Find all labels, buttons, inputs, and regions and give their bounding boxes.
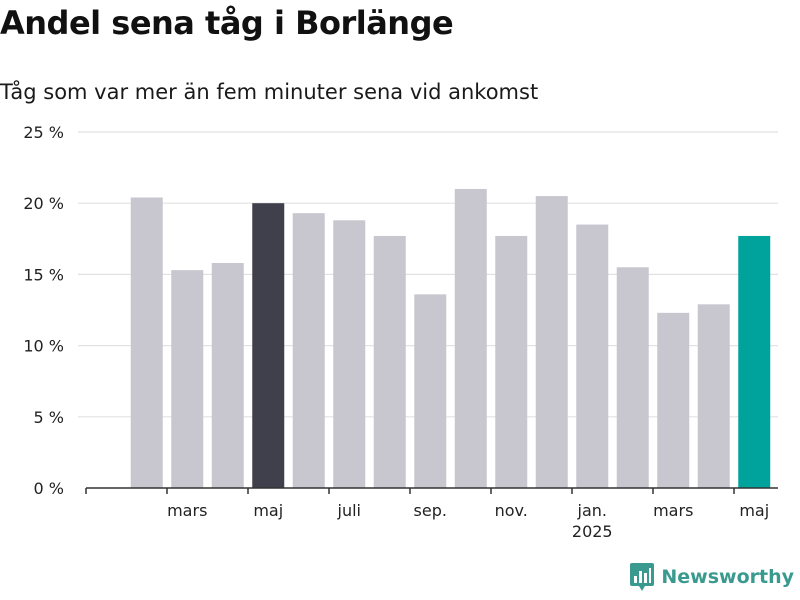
bar: [738, 235, 771, 488]
y-tick-label: 20 %: [23, 194, 64, 213]
x-tick-label: maj: [253, 501, 283, 520]
x-tick-label: maj: [739, 501, 769, 520]
x-tick-label: jan.: [577, 501, 607, 520]
bar: [414, 294, 447, 488]
newsworthy-logo: Newsworthy: [629, 562, 794, 592]
x-tick-label: juli: [337, 501, 361, 520]
bar: [211, 263, 244, 488]
y-tick-label: 0 %: [34, 479, 64, 498]
y-tick-label: 15 %: [23, 265, 64, 284]
bar: [130, 197, 163, 488]
y-tick-label: 25 %: [23, 123, 64, 142]
bar: [495, 235, 528, 488]
bar: [292, 213, 325, 488]
bar: [616, 267, 649, 488]
x-tick-label: mars: [653, 501, 693, 520]
bar: [454, 188, 487, 488]
chart-subtitle: Tåg som var mer än fem minuter sena vid …: [0, 80, 539, 104]
bar: [657, 312, 690, 488]
bar: [697, 304, 730, 488]
bar: [576, 224, 609, 488]
x-tick-sublabel: 2025: [572, 522, 613, 541]
newsworthy-logo-text: Newsworthy: [661, 566, 794, 588]
bar: [171, 270, 204, 488]
y-tick-label: 10 %: [23, 337, 64, 356]
x-tick-label: nov.: [495, 501, 528, 520]
bar: [252, 203, 285, 488]
chart-title: Andel sena tåg i Borlänge: [0, 4, 454, 42]
bar: [373, 235, 406, 488]
x-tick-label: mars: [167, 501, 207, 520]
x-tick-label: sep.: [414, 501, 447, 520]
y-tick-label: 5 %: [34, 408, 64, 427]
bar: [535, 196, 568, 488]
newsworthy-chart-icon: [630, 563, 655, 591]
bar: [333, 220, 366, 488]
